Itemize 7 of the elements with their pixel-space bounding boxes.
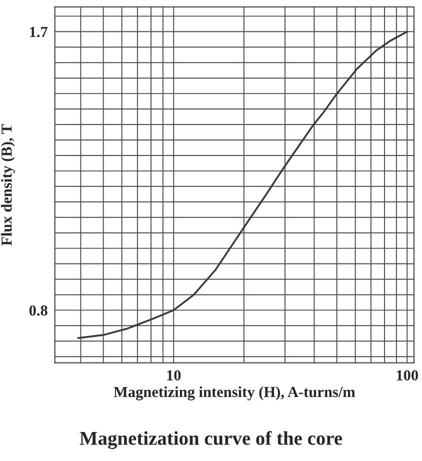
y-tick-label: 1.7 <box>30 26 48 38</box>
x-tick-label: 10 <box>167 370 181 381</box>
x-axis-title: Magnetizing intensity (H), A-turns/m <box>114 386 356 400</box>
y-axis-title: Flux density (B), T <box>1 124 15 246</box>
text: Magnetization curve of the core <box>80 431 342 449</box>
y-tick-label: 0.8 <box>29 305 48 316</box>
x-tick-label: 100 <box>396 370 418 381</box>
